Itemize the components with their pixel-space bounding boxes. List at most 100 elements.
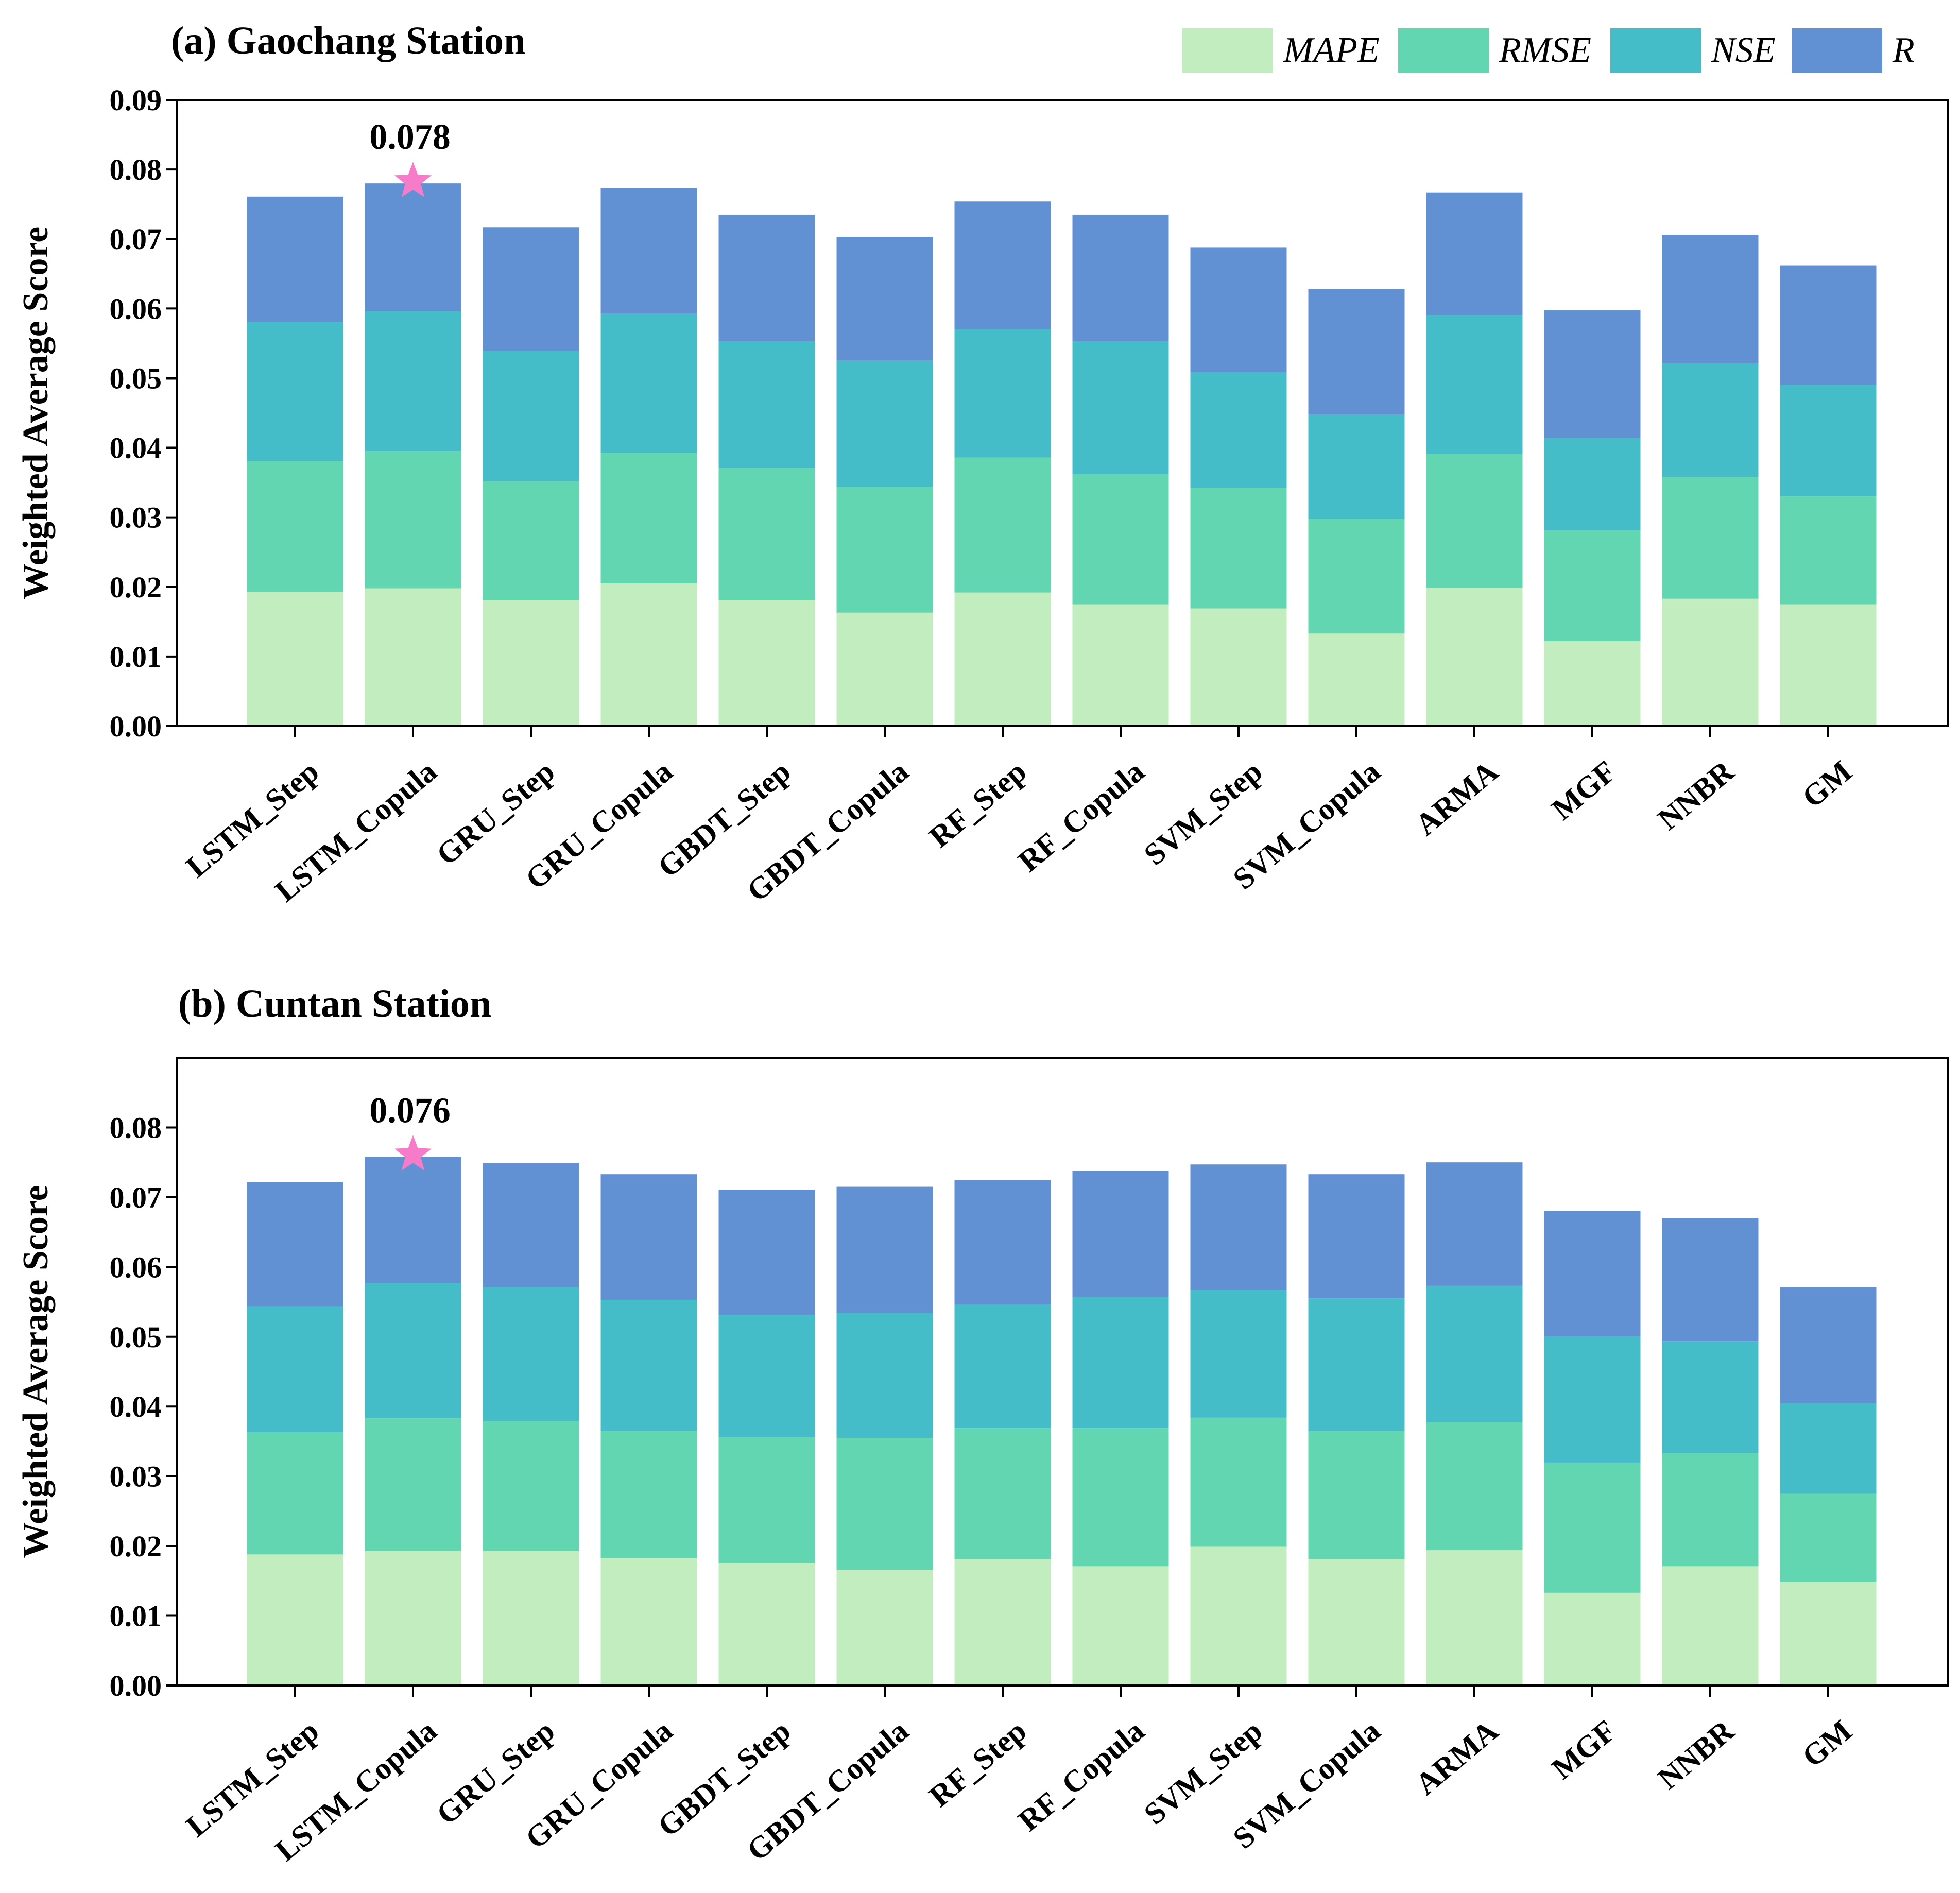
bar-gm-mape [1780, 1582, 1877, 1685]
bar-rf-copula-mape [1072, 1566, 1169, 1685]
star-marker [394, 1135, 432, 1171]
bar-mgf-mape [1544, 1592, 1641, 1685]
bar-rf-step-mape [954, 1559, 1051, 1685]
bar-gm-mape [1780, 604, 1877, 726]
bar-gru-step-nse [483, 351, 579, 481]
bar-gbdt-step-rmse [718, 468, 815, 600]
panel-title: (a) Gaochang Station [171, 19, 525, 62]
y-tick-label: 0.00 [110, 1669, 162, 1702]
bar-gru-step-mape [483, 600, 579, 726]
bar-rf-step-rmse [954, 1428, 1051, 1559]
bar-lstm-step-rmse [247, 461, 343, 592]
bar-lstm-copula-r [365, 1157, 461, 1283]
bar-nnbr-r [1662, 235, 1759, 363]
bar-lstm-step-nse [247, 1306, 343, 1433]
bar-gbdt-copula-rmse [836, 487, 933, 613]
bar-lstm-step-rmse [247, 1432, 343, 1555]
bar-rf-copula-rmse [1072, 1428, 1169, 1567]
bar-rf-step-r [954, 1180, 1051, 1305]
bar-svm-copula-r [1308, 289, 1405, 415]
bar-gm-r [1780, 265, 1877, 385]
bar-mgf-rmse [1544, 530, 1641, 642]
bar-gbdt-step-r [718, 1189, 815, 1315]
bar-gru-copula-nse [600, 1299, 697, 1431]
x-tick-label-rf-step: RF_Step [923, 1713, 1033, 1813]
bar-svm-copula-nse [1308, 414, 1405, 519]
legend-label-rmse: RMSE [1499, 30, 1591, 70]
bar-lstm-copula-nse [365, 1283, 461, 1419]
bar-arma-rmse [1426, 454, 1523, 588]
bar-lstm-copula-mape [365, 588, 461, 726]
bar-gbdt-step-r [718, 214, 815, 341]
x-tick-label-nnbr: NNBR [1652, 1713, 1741, 1796]
star-marker [394, 162, 432, 197]
legend-label-r: R [1892, 30, 1915, 70]
bar-nnbr-r [1662, 1218, 1759, 1342]
bar-svm-step-mape [1190, 1546, 1287, 1685]
bar-rf-copula-r [1072, 1171, 1169, 1297]
bar-rf-copula-nse [1072, 1297, 1169, 1429]
bar-lstm-step-r [247, 196, 343, 322]
bar-svm-copula-r [1308, 1174, 1405, 1299]
y-axis-label: Weighted Average Score [16, 227, 56, 599]
bar-gm-nse [1780, 1403, 1877, 1494]
legend-swatch-rmse [1398, 28, 1489, 73]
y-tick-label: 0.07 [110, 1181, 162, 1214]
bar-gm-rmse [1780, 1493, 1877, 1582]
bar-lstm-copula-r [365, 183, 461, 311]
bar-svm-step-nse [1190, 372, 1287, 488]
bar-gm-rmse [1780, 496, 1877, 605]
bar-gru-copula-rmse [600, 1431, 697, 1558]
y-tick-label: 0.02 [110, 1529, 162, 1563]
legend: MAPE RMSE NSE R [1182, 28, 1915, 73]
bar-svm-copula-rmse [1308, 1431, 1405, 1559]
bar-lstm-step-nse [247, 322, 343, 461]
bar-gru-copula-mape [600, 583, 697, 726]
bar-nnbr-mape [1662, 598, 1759, 726]
legend-swatch-nse [1610, 28, 1701, 73]
bar-gbdt-copula-mape [836, 1570, 933, 1685]
bar-svm-step-nse [1190, 1290, 1287, 1418]
bar-mgf-nse [1544, 1336, 1641, 1463]
bar-gbdt-copula-nse [836, 1313, 933, 1438]
y-tick-label: 0.07 [110, 222, 162, 256]
y-tick-label: 0.08 [110, 1111, 162, 1144]
bar-gbdt-copula-mape [836, 612, 933, 726]
bar-nnbr-rmse [1662, 1453, 1759, 1567]
x-tick-label-rf-copula: RF_Copula [1012, 754, 1151, 878]
annotation-label: 0.078 [369, 117, 451, 157]
bar-gbdt-step-mape [718, 600, 815, 726]
bar-lstm-copula-rmse [365, 451, 461, 589]
x-tick-label-gm: GM [1796, 754, 1859, 814]
bar-gbdt-step-nse [718, 1315, 815, 1437]
bar-lstm-step-mape [247, 592, 343, 726]
bar-gru-copula-r [600, 1174, 697, 1300]
bar-gbdt-step-mape [718, 1563, 815, 1685]
bar-lstm-step-r [247, 1182, 343, 1307]
x-tick-label-mgf: MGF [1545, 1713, 1623, 1786]
x-tick-label-arma: ARMA [1409, 754, 1504, 842]
bar-svm-step-r [1190, 247, 1287, 373]
bar-lstm-copula-nse [365, 311, 461, 452]
bar-arma-rmse [1426, 1422, 1523, 1551]
bar-nnbr-rmse [1662, 477, 1759, 599]
bar-rf-step-nse [954, 1304, 1051, 1429]
bar-rf-copula-rmse [1072, 474, 1169, 605]
y-tick-label: 0.02 [110, 571, 162, 604]
bar-arma-mape [1426, 1550, 1523, 1685]
bar-nnbr-nse [1662, 363, 1759, 477]
bar-nnbr-nse [1662, 1341, 1759, 1453]
y-tick-label: 0.01 [110, 640, 162, 674]
legend-label-nse: NSE [1711, 30, 1775, 70]
bar-arma-nse [1426, 315, 1523, 454]
bar-gm-r [1780, 1287, 1877, 1403]
bar-gm-nse [1780, 385, 1877, 497]
bar-gru-step-nse [483, 1287, 579, 1421]
legend-swatch-mape [1182, 28, 1273, 73]
bar-svm-step-rmse [1190, 1417, 1287, 1547]
legend-swatch-r [1792, 28, 1882, 73]
bar-lstm-copula-rmse [365, 1418, 461, 1551]
panel-gaochang: (a) Gaochang Station Weighted Average Sco… [16, 19, 1949, 908]
bar-rf-step-rmse [954, 457, 1051, 593]
bar-gru-step-rmse [483, 481, 579, 600]
